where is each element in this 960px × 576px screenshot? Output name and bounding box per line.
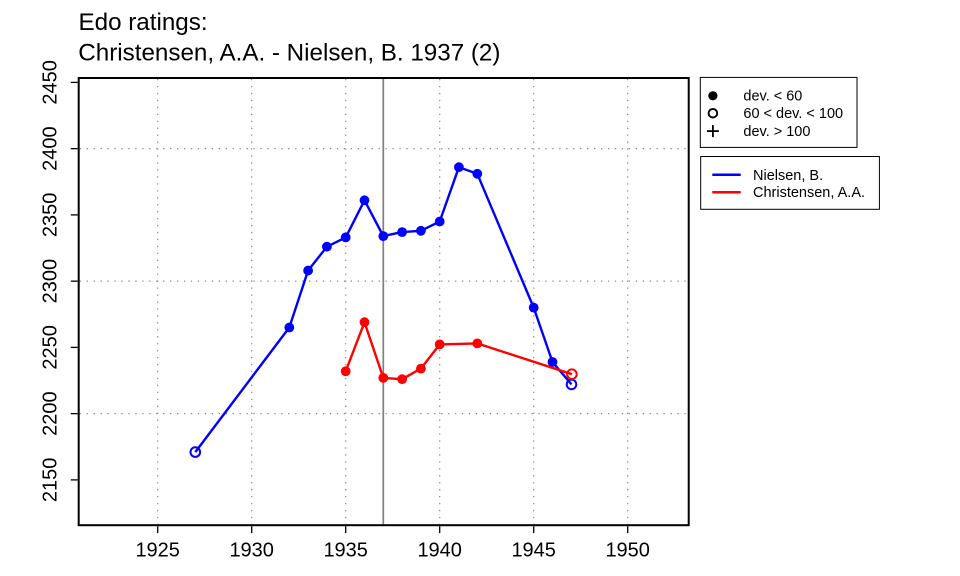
svg-text:2450: 2450 [40, 60, 62, 104]
svg-text:Edo ratings:: Edo ratings: [79, 9, 208, 36]
svg-text:1930: 1930 [229, 540, 274, 562]
svg-text:60 < dev. < 100: 60 < dev. < 100 [743, 106, 843, 122]
svg-text:2200: 2200 [40, 391, 62, 436]
svg-text:1925: 1925 [135, 540, 180, 562]
svg-text:Christensen, A.A. - Nielsen, B: Christensen, A.A. - Nielsen, B. 1937 (2) [78, 40, 500, 67]
svg-text:Nielsen, B.: Nielsen, B. [753, 168, 823, 184]
svg-text:1950: 1950 [605, 540, 650, 562]
svg-text:1945: 1945 [511, 540, 556, 562]
svg-text:dev. > 100: dev. > 100 [743, 124, 810, 140]
svg-text:2350: 2350 [40, 193, 62, 238]
svg-text:Christensen, A.A.: Christensen, A.A. [753, 185, 865, 201]
svg-text:1940: 1940 [417, 540, 462, 562]
svg-text:2400: 2400 [40, 126, 62, 171]
svg-text:2300: 2300 [40, 259, 62, 304]
svg-text:2150: 2150 [40, 458, 62, 503]
svg-text:dev. < 60: dev. < 60 [743, 89, 802, 105]
svg-text:1935: 1935 [323, 540, 368, 562]
svg-text:2250: 2250 [40, 325, 62, 370]
